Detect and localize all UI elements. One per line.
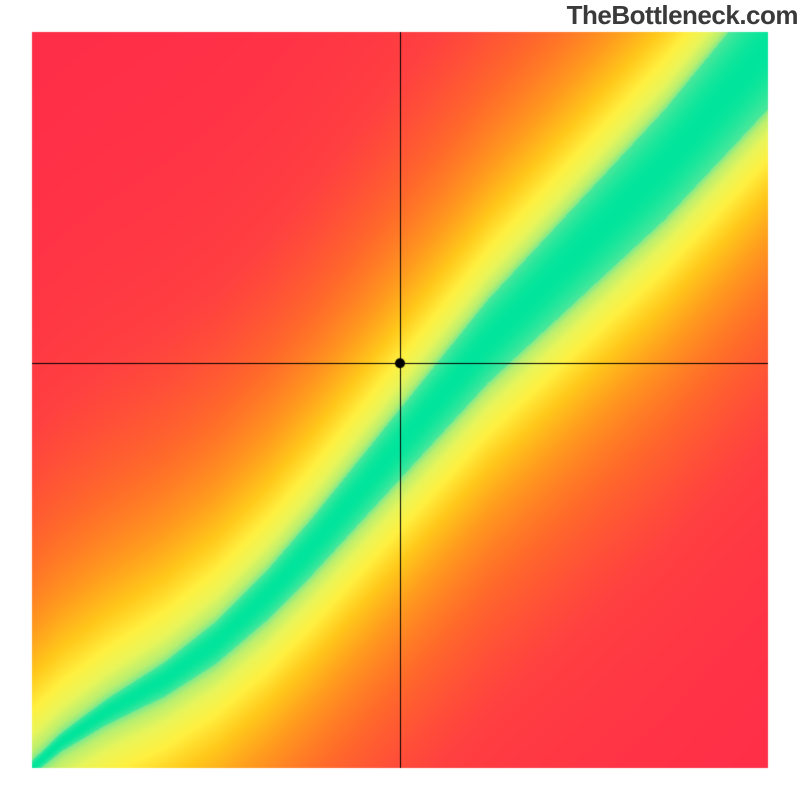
chart-container: TheBottleneck.com [0, 0, 800, 800]
watermark-text: TheBottleneck.com [567, 0, 800, 31]
bottleneck-heatmap [0, 0, 800, 800]
